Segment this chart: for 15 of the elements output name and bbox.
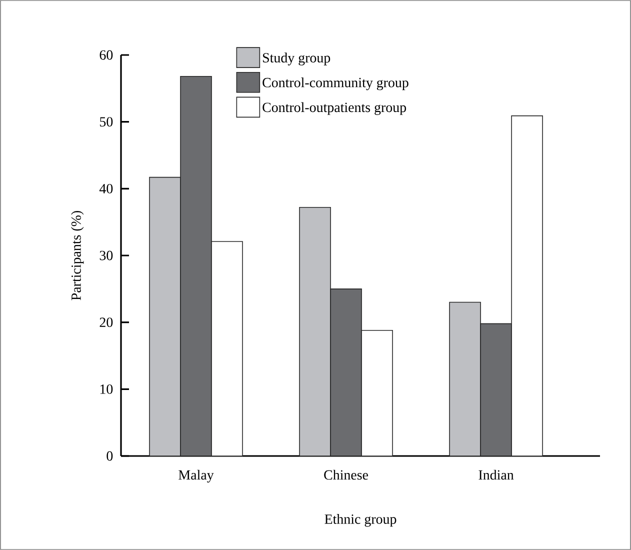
x-tick-label: Indian	[478, 470, 514, 480]
y-tick-label: 50	[100, 117, 113, 127]
y-tick-label: 40	[99, 184, 113, 194]
legend-label: Control-community group	[262, 77, 408, 90]
x-tick-label: Chinese	[324, 470, 368, 480]
y-tick-label: 60	[100, 50, 113, 60]
y-axis-title: Participants (%)	[71, 210, 84, 300]
legend-label: Study group	[263, 52, 330, 66]
x-axis-title: Ethnic group	[324, 514, 396, 527]
y-tick-label: 20	[100, 318, 113, 328]
y-tick-label: 10	[100, 384, 113, 394]
y-tick-label: 30	[100, 250, 113, 260]
x-tick-label: Malay	[178, 470, 214, 483]
legend-label: Control-outpatients group	[262, 102, 406, 115]
y-tick-label: 0	[106, 451, 113, 461]
